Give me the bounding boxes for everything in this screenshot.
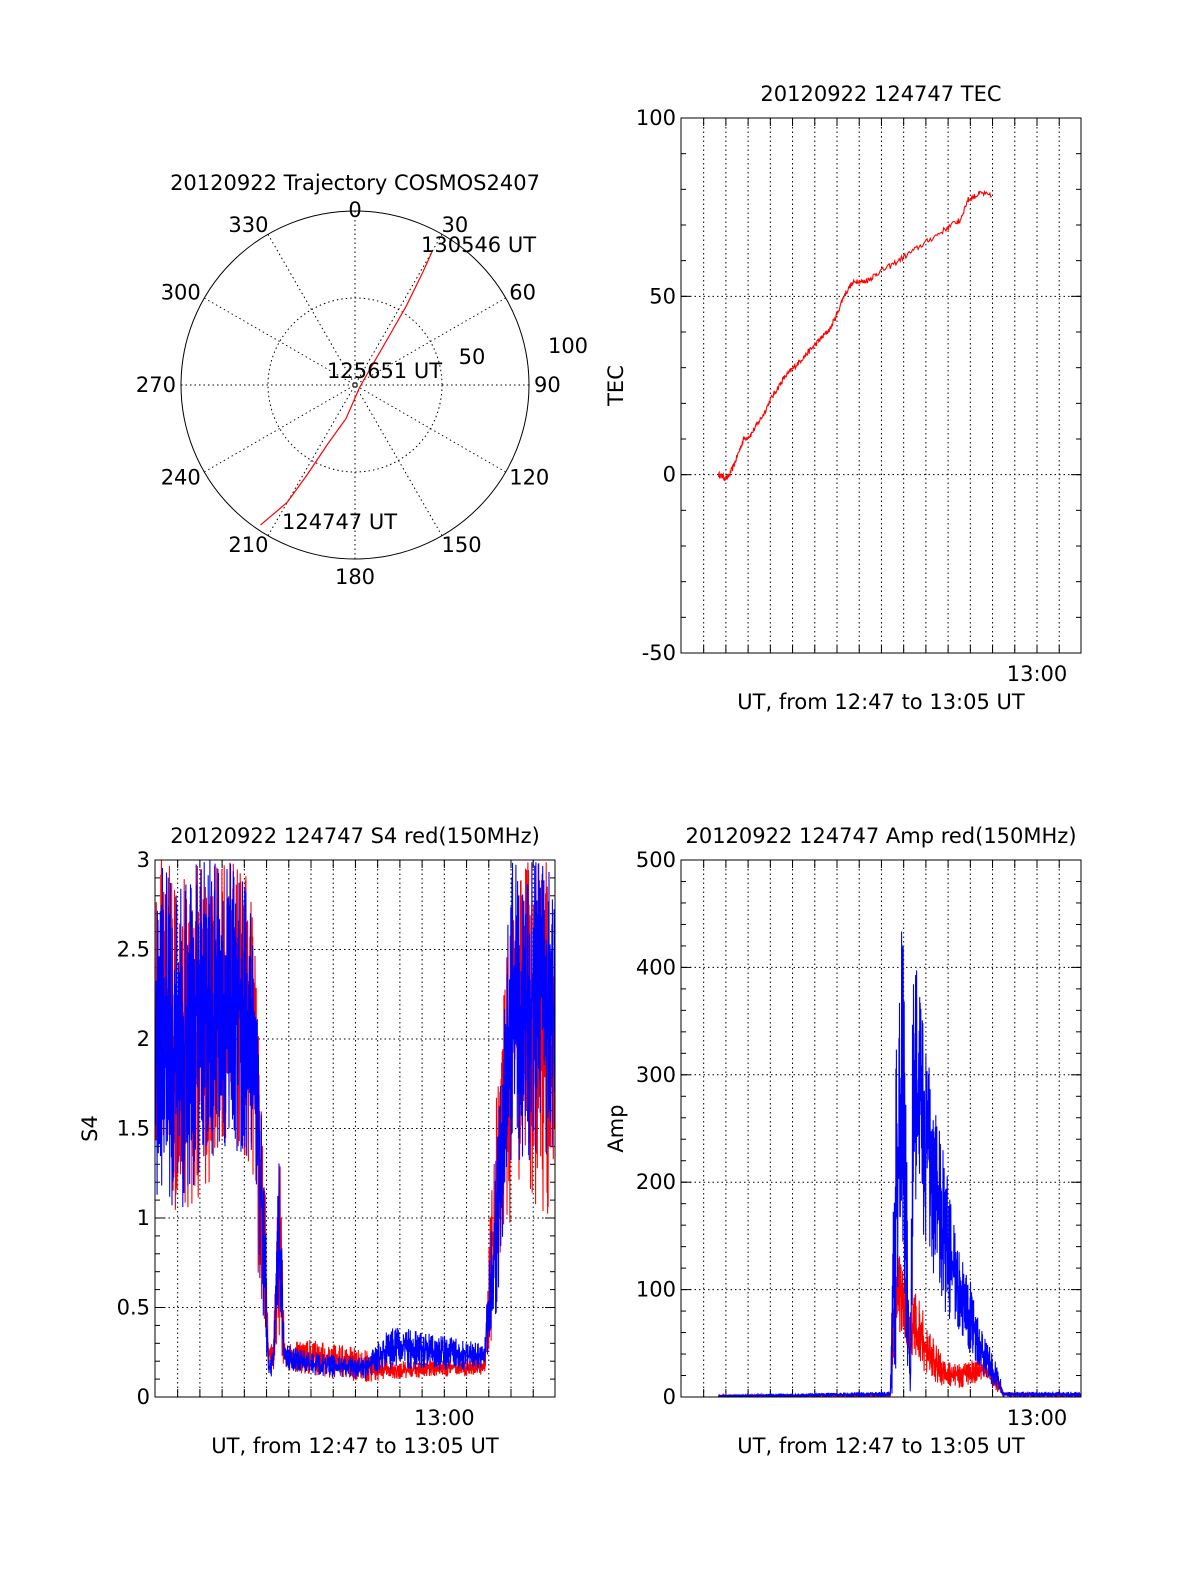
tec-title: 20120922 124747 TEC (760, 82, 1001, 106)
amp-xlabel: UT, from 12:47 to 13:05 UT (737, 1434, 1025, 1458)
label-start-time: 124747 UT (282, 510, 397, 534)
s4-series-blue (155, 860, 555, 1379)
horizon-circle (180, 210, 530, 560)
tec-series-red (718, 189, 992, 482)
s4-ytick-label: 2 (137, 1027, 150, 1051)
tec-frame (680, 117, 1082, 654)
tec-ytick-label: 50 (649, 284, 676, 308)
tec-ytick-label: 100 (636, 106, 676, 130)
tec-ylabel: TEC (604, 365, 628, 407)
azimuth-label-90: 90 (534, 373, 561, 397)
amp-ytick-label: 300 (636, 1063, 676, 1087)
s4-ytick-label: 2.5 (117, 938, 150, 962)
s4-panel: 20120922 124747 S4 red(150MHz) 0 0.5 1 1.5 2 2… (78, 824, 556, 1458)
ring-label-100: 100 (548, 334, 588, 358)
azimuth-label-270: 270 (136, 373, 176, 397)
amp-ytick-label: 400 (636, 955, 676, 979)
azimuth-label-60: 60 (509, 281, 536, 305)
s4-ylabel: S4 (78, 1115, 102, 1142)
azimuth-label-0: 0 (348, 198, 361, 222)
amp-frame (680, 859, 1082, 1398)
s4-ytick-label: 0.5 (117, 1296, 150, 1320)
s4-ytick-label: 1.5 (117, 1117, 150, 1141)
amp-title: 20120922 124747 Amp red(150MHz) (685, 824, 1076, 848)
amp-ytick-label: 200 (636, 1170, 676, 1194)
amp-panel: 20120922 124747 Amp red(150MHz) 0 100 200 30… (604, 824, 1082, 1458)
amp-ytick-label: 100 (636, 1278, 676, 1302)
s4-ytick-label: 1 (137, 1206, 150, 1230)
tec-ytick-label: -50 (642, 641, 676, 665)
s4-xlabel: UT, from 12:47 to 13:05 UT (211, 1434, 499, 1458)
amp-series-red (718, 1255, 1081, 1397)
s4-xtick-label: 13:00 (414, 1406, 475, 1430)
azimuth-labels: 0 30 60 90 120 150 180 210 240 270 300 330 (136, 198, 561, 589)
tec-panel: 20120922 124747 TEC -50 0 50 100 13:00 UT, fro… (604, 82, 1082, 714)
s4-title: 20120922 124747 S4 red(150MHz) (170, 824, 540, 848)
trajectory-title: 20120922 Trajectory COSMOS2407 (170, 171, 540, 195)
azimuth-label-180: 180 (335, 565, 375, 589)
azimuth-label-330: 330 (228, 213, 268, 237)
amp-ylabel: Amp (604, 1104, 628, 1152)
amp-ytick-label: 500 (636, 848, 676, 872)
amp-series-blue (718, 931, 1081, 1397)
polar-grid (181, 211, 529, 559)
azimuth-label-150: 150 (442, 533, 482, 557)
label-end-time: 130546 UT (421, 233, 536, 257)
s4-frame (154, 859, 556, 1398)
s4-ytick-label: 3 (137, 848, 150, 872)
tec-xtick-label: 13:00 (1007, 662, 1068, 686)
azimuth-label-300: 300 (161, 281, 201, 305)
azimuth-label-210: 210 (228, 533, 268, 557)
label-mid-time: 125651 UT (327, 359, 442, 383)
s4-ytick-label: 0 (137, 1385, 150, 1409)
amp-ytick-label: 0 (663, 1385, 676, 1409)
azimuth-label-120: 120 (509, 466, 549, 490)
azimuth-label-240: 240 (161, 466, 201, 490)
tec-ytick-label: 0 (663, 463, 676, 487)
azimuth-label-30: 30 (442, 213, 469, 237)
trajectory-line (260, 250, 433, 526)
trajectory-polar-plot: 20120922 Trajectory COSMOS2407 0 30 60 90 12… (136, 171, 588, 589)
ring-label-50: 50 (459, 345, 486, 369)
amp-xtick-label: 13:00 (1007, 1406, 1068, 1430)
tec-xlabel: UT, from 12:47 to 13:05 UT (737, 690, 1025, 714)
